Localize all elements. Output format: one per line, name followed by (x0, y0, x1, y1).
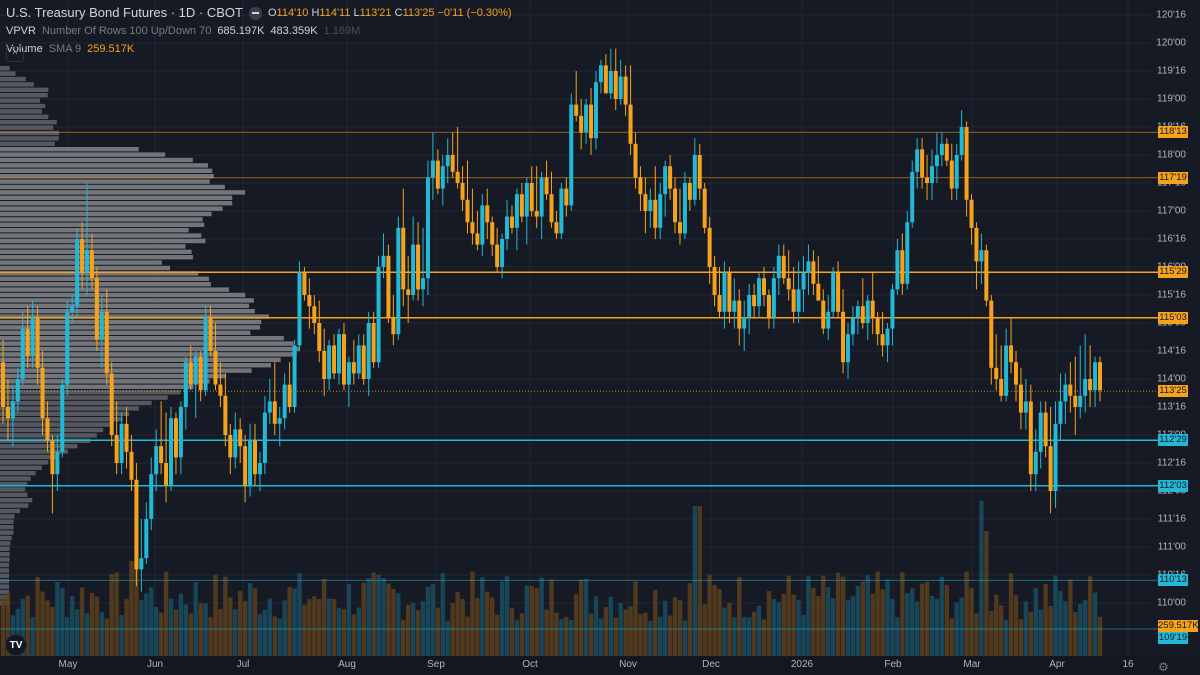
time-axis-label: Aug (338, 659, 356, 670)
close-value: 113'25 (402, 7, 435, 19)
price-tag: 112'03 (1158, 479, 1188, 492)
price-tag: 115'29 (1158, 266, 1188, 279)
price-tag: 112'29 (1158, 434, 1188, 447)
volume-value: 259.517K (87, 43, 135, 55)
change-value: −0'11 (−0.30%) (437, 7, 512, 19)
price-axis-label: 120'00 (1156, 37, 1186, 49)
vpvr-params: Number Of Rows 100 Up/Down 70 (41, 25, 212, 37)
volume-row[interactable]: Volume SMA 9 259.517K (6, 40, 512, 58)
time-axis-label: Apr (1049, 659, 1065, 670)
gear-icon[interactable]: ⚙ (1158, 660, 1169, 674)
close-label: C (394, 7, 403, 19)
tradingview-logo-icon[interactable]: TV (5, 634, 27, 656)
price-tag: 115'03 (1158, 311, 1188, 324)
volume-profile (0, 66, 300, 605)
price-axis-label: 111'16 (1157, 513, 1186, 525)
price-chart[interactable] (0, 0, 1200, 656)
time-axis-label: Mar (963, 659, 981, 670)
time-axis-label: 16 (1122, 659, 1134, 670)
price-axis-label: 114'00 (1157, 373, 1186, 385)
time-axis-label: Dec (702, 659, 720, 670)
open-value: 114'10 (276, 7, 309, 19)
price-axis-label: 119'16 (1157, 65, 1186, 77)
price-axis-label: 112'16 (1157, 457, 1186, 469)
low-value: 113'21 (359, 7, 392, 19)
price-axis-label: 111'00 (1157, 541, 1186, 553)
time-axis-label: May (58, 659, 78, 670)
vpvr-total: 1.169M (323, 25, 361, 37)
price-tag: 117'19 (1158, 171, 1188, 184)
volume-bars (0, 501, 1103, 656)
price-tag: 110'13 (1158, 574, 1188, 587)
ohlc-values: O114'10 H114'11 L113'21 C113'25 −0'11 (−… (268, 4, 512, 22)
open-label: O (267, 7, 277, 19)
price-axis-label: 114'16 (1157, 345, 1186, 357)
collapse-minus-icon[interactable] (248, 6, 262, 20)
price-axis-label: 119'00 (1157, 93, 1186, 105)
time-axis-label: Jul (236, 659, 250, 670)
chart-legend: U.S. Treasury Bond Futures · 1D · CBOT O… (6, 4, 512, 58)
high-value: 114'11 (319, 7, 351, 19)
time-axis[interactable] (0, 656, 1200, 675)
vpvr-up: 685.197K (217, 25, 265, 37)
time-axis-label: Nov (619, 659, 637, 670)
time-axis-label: Sep (427, 659, 445, 670)
low-label: L (353, 7, 360, 19)
time-axis-label: 2026 (790, 659, 814, 670)
time-axis-label: Oct (522, 659, 538, 670)
price-tag: 113'25 (1158, 385, 1188, 398)
chevron-up-icon[interactable]: ^ (6, 46, 24, 62)
time-axis-label: Jun (146, 659, 164, 670)
price-axis-label: 110'00 (1157, 597, 1186, 609)
price-axis-label: 117'00 (1157, 205, 1186, 217)
vpvr-down: 483.359K (270, 25, 318, 37)
symbol-row: U.S. Treasury Bond Futures · 1D · CBOT O… (6, 4, 512, 22)
price-tag: 259.517K (1158, 620, 1199, 632)
price-axis-label: 115'16 (1157, 289, 1186, 301)
price-axis-label: 118'00 (1157, 149, 1186, 161)
vpvr-row[interactable]: VPVR Number Of Rows 100 Up/Down 70 685.1… (6, 22, 512, 40)
high-label: H (311, 7, 320, 19)
volume-params: SMA 9 (48, 43, 82, 55)
price-axis-label: 120'16 (1156, 9, 1186, 21)
candlesticks (1, 48, 1102, 592)
price-axis-label: 113'16 (1157, 401, 1186, 413)
symbol-title[interactable]: U.S. Treasury Bond Futures · 1D · CBOT (6, 5, 243, 20)
price-tag: 109'19 (1158, 632, 1188, 644)
vpvr-name: VPVR (6, 25, 36, 37)
time-axis-label: Feb (884, 659, 902, 670)
price-axis-label: 116'16 (1157, 233, 1186, 245)
price-tag: 118'13 (1158, 126, 1188, 139)
